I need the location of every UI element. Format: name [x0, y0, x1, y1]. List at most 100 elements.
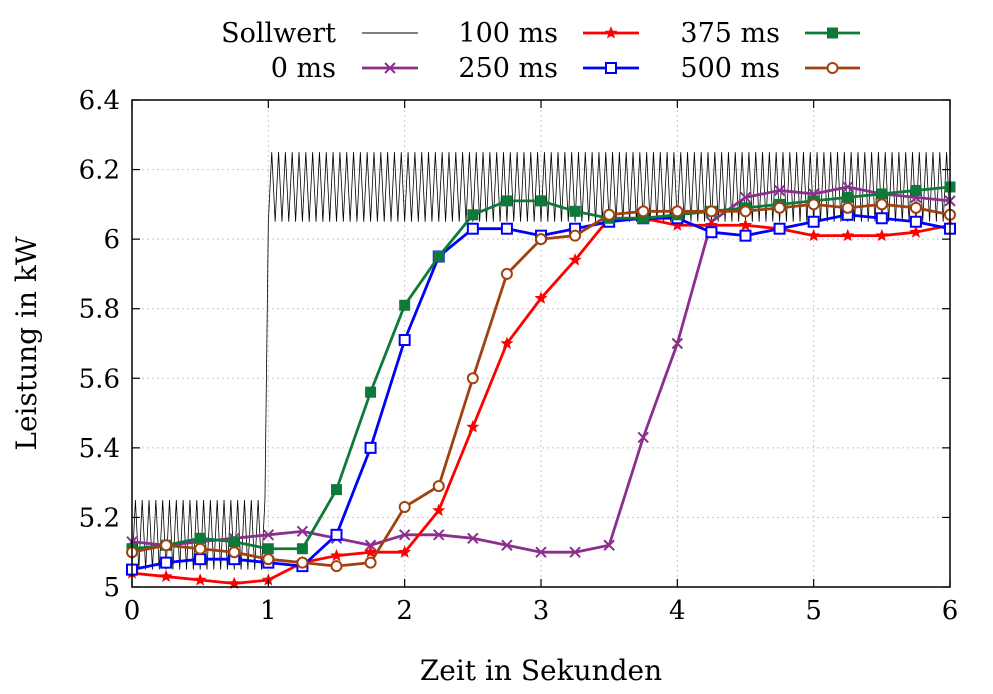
data-point-0ms	[262, 529, 275, 541]
x-tick-label: 0	[124, 596, 141, 626]
data-point-250ms	[466, 222, 479, 235]
x-axis-title: Zeit in Sekunden	[420, 654, 662, 687]
legend-item-0ms: 0 ms	[271, 53, 418, 84]
legend: Sollwert 0 ms 100 ms 250 ms 375 ms 500 ms	[221, 18, 860, 84]
data-point-250ms	[330, 528, 343, 541]
y-tick-label: 6.4	[79, 86, 120, 116]
axis-ticks: 0 1 2 3 4 5 6 5 5.2 5.4 5.6 5.8 6 6.2 6.4	[79, 86, 959, 626]
data-point-0ms	[501, 539, 513, 551]
data-point-100ms	[500, 336, 514, 350]
data-point-250ms	[705, 226, 718, 239]
x-tick-label: 5	[805, 596, 822, 626]
data-point-0ms	[773, 184, 786, 197]
data-point-100ms	[909, 225, 923, 238]
y-tick-label: 6	[103, 225, 120, 255]
legend-item-375ms: 375 ms	[680, 18, 860, 49]
data-point-500ms	[637, 205, 650, 218]
data-point-375ms	[296, 543, 308, 555]
x-tick-label: 2	[396, 596, 413, 626]
data-point-375ms	[569, 205, 581, 217]
data-point-0ms	[637, 431, 649, 444]
data-point-500ms	[228, 546, 241, 559]
data-point-250ms	[194, 553, 207, 566]
data-point-0ms	[603, 539, 615, 551]
data-point-250ms	[807, 215, 820, 228]
grid-lines	[132, 100, 950, 587]
data-point-500ms	[535, 233, 547, 246]
data-point-500ms	[909, 201, 922, 214]
data-point-500ms	[398, 500, 411, 513]
legend-marker	[605, 62, 617, 74]
legend-label: 0 ms	[271, 53, 336, 84]
data-point-500ms	[841, 201, 854, 214]
legend-item-500ms: 500 ms	[680, 53, 860, 84]
data-point-375ms	[535, 195, 547, 207]
data-point-100ms	[432, 503, 446, 516]
legend-label: Sollwert	[221, 18, 336, 49]
legend-label: 250 ms	[458, 53, 558, 84]
data-point-250ms	[909, 215, 922, 228]
data-point-100ms	[875, 228, 889, 242]
data-point-500ms	[705, 205, 718, 218]
y-tick-label: 5	[103, 573, 120, 603]
data-point-500ms	[364, 556, 377, 569]
data-point-0ms	[671, 337, 684, 350]
data-point-250ms	[364, 441, 377, 454]
data-point-100ms	[159, 569, 173, 583]
data-point-500ms	[466, 372, 479, 385]
y-tick-label: 5.2	[79, 503, 120, 533]
data-point-0ms	[535, 546, 547, 558]
y-axis-title: Leistung in kW	[10, 236, 43, 450]
x-tick-label: 3	[533, 596, 550, 626]
data-point-375ms	[399, 299, 411, 311]
data-point-375ms	[262, 543, 274, 555]
data-point-500ms	[603, 208, 616, 221]
data-point-100ms	[193, 573, 207, 586]
data-point-0ms	[364, 539, 377, 551]
legend-label: 500 ms	[680, 53, 780, 84]
data-point-375ms	[228, 536, 240, 548]
legend-item-250ms: 250 ms	[458, 53, 639, 84]
data-point-250ms	[773, 222, 786, 235]
data-point-0ms	[842, 181, 854, 193]
plot-frame	[131, 99, 951, 588]
data-point-100ms	[739, 218, 752, 231]
legend-marker	[826, 62, 839, 74]
legend-item-100ms: 100 ms	[458, 18, 639, 49]
data-point-375ms	[467, 209, 479, 221]
data-point-100ms	[330, 548, 343, 562]
data-point-375ms	[910, 184, 922, 196]
data-point-375ms	[876, 188, 888, 200]
data-point-100ms	[568, 253, 582, 266]
data-point-500ms	[875, 198, 888, 211]
data-point-500ms	[296, 556, 309, 569]
data-point-100ms	[807, 228, 821, 242]
data-point-375ms	[365, 386, 377, 398]
data-point-500ms	[330, 560, 343, 573]
x-tick-label: 6	[942, 596, 959, 626]
data-point-250ms	[398, 334, 411, 347]
data-point-250ms	[875, 212, 888, 225]
data-point-0ms	[739, 191, 752, 204]
x-tick-label: 1	[260, 596, 277, 626]
data-point-500ms	[500, 267, 513, 280]
legend-label: 375 ms	[680, 18, 780, 49]
data-point-375ms	[501, 195, 513, 207]
y-tick-label: 5.6	[79, 364, 120, 394]
legend-item-sollwert: Sollwert	[221, 18, 418, 49]
data-point-500ms	[773, 201, 786, 214]
data-point-500ms	[671, 205, 684, 218]
x-tick-label: 4	[669, 596, 686, 626]
data-point-375ms	[194, 532, 206, 544]
data-point-500ms	[160, 539, 173, 552]
data-point-500ms	[807, 198, 820, 211]
y-tick-label: 5.4	[79, 434, 120, 464]
data-point-500ms	[739, 205, 752, 218]
legend-label: 100 ms	[458, 18, 558, 49]
y-tick-label: 6.2	[79, 156, 120, 186]
data-point-500ms	[262, 553, 275, 566]
data-point-100ms	[534, 291, 548, 304]
data-point-0ms	[398, 529, 411, 541]
data-point-375ms	[433, 251, 445, 263]
